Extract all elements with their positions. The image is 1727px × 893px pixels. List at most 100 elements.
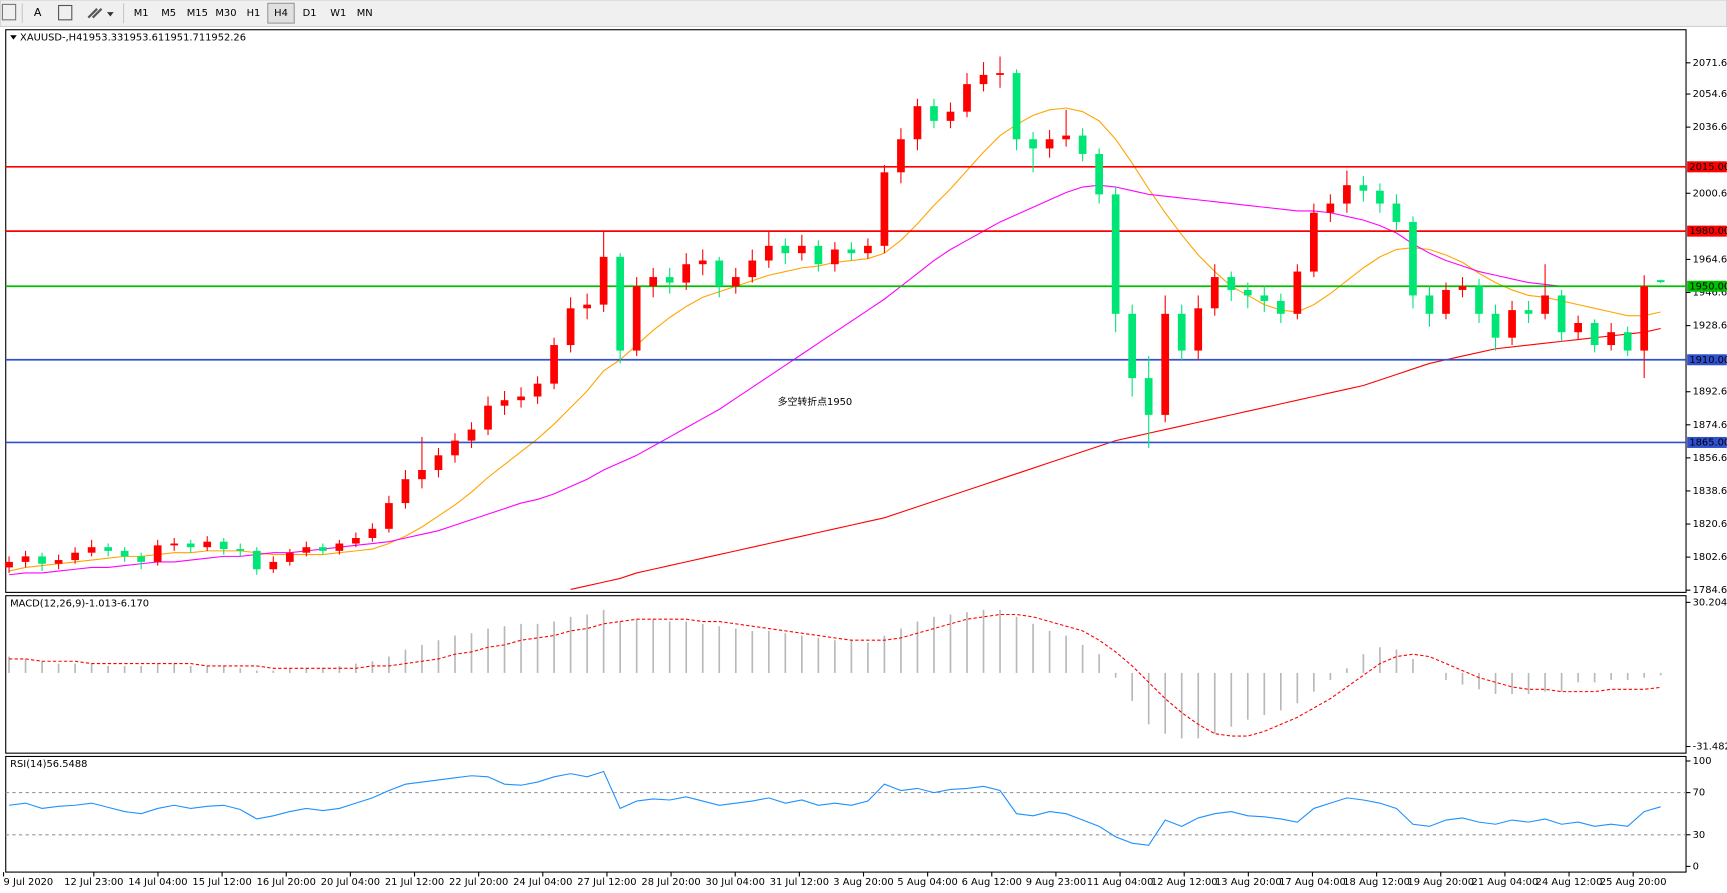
menu-icon[interactable] — [1, 3, 17, 21]
dropdown[interactable] — [107, 12, 114, 17]
x-tick-label: 16 Jul 20:00 — [257, 877, 316, 888]
y-tick-label: 2054.60 — [1693, 89, 1727, 100]
level-label: 1910.00 — [1689, 355, 1727, 366]
timeframe-button[interactable]: MN — [357, 8, 373, 19]
candle-body — [880, 172, 889, 246]
candle-body — [1574, 323, 1582, 333]
level-label: 2015.00 — [1689, 162, 1727, 173]
candle-body — [1161, 313, 1170, 415]
chart-header: XAUUSD-,H41953.331953.611951.711952.26 — [20, 32, 246, 43]
signal-value: -6.170 — [117, 598, 149, 609]
candle-body — [599, 256, 608, 305]
candle-body — [963, 84, 971, 112]
candle-body — [748, 260, 757, 278]
candle-body — [1045, 139, 1054, 149]
candle-body — [665, 277, 674, 283]
y-tick-label: 1928.60 — [1693, 321, 1727, 332]
y-tick-label: 1802.60 — [1693, 552, 1727, 563]
candle-body — [1310, 212, 1318, 272]
indicator-name: MACD(12,26,9) — [10, 598, 85, 609]
y-tick-label: 2036.60 — [1693, 122, 1727, 133]
candle-body — [946, 111, 955, 121]
level-tag — [1687, 436, 1727, 448]
y-tick-label: -31.482 — [1693, 742, 1727, 753]
timeframe-button[interactable]: H4 — [274, 8, 288, 19]
candle-body — [203, 541, 212, 548]
candle-body — [236, 549, 245, 551]
candle-body — [1392, 203, 1401, 222]
candle-body — [153, 545, 162, 562]
candle-body — [302, 547, 311, 553]
x-tick-label: 22 Jul 20:00 — [449, 877, 508, 888]
timeframe-button[interactable]: M5 — [161, 8, 176, 19]
candle-body — [1491, 313, 1500, 338]
candle-body — [1111, 194, 1120, 314]
x-tick-label: 3 Aug 20:00 — [833, 877, 893, 888]
candle-body — [319, 547, 327, 551]
candle-body — [1442, 289, 1450, 314]
candle-body — [731, 277, 740, 287]
candle-body — [583, 304, 591, 309]
candle-body — [1029, 139, 1037, 149]
candle-body — [1260, 295, 1269, 301]
candle-body — [1343, 185, 1351, 204]
x-tick-label: 27 Jul 12:00 — [577, 877, 636, 888]
candle-body — [1656, 280, 1665, 283]
x-tick-label: 17 Aug 04:00 — [1279, 877, 1346, 888]
y-tick-label: 1856.60 — [1693, 453, 1727, 464]
level-tag — [1687, 225, 1727, 237]
timeframe-button[interactable]: D1 — [303, 8, 317, 19]
timeframe-button[interactable]: M1 — [134, 8, 149, 19]
candle-body — [1376, 190, 1384, 204]
candle-body — [1475, 286, 1483, 314]
candle-body — [170, 543, 179, 546]
candle-body — [335, 543, 344, 551]
y-tick-label: 0 — [1693, 861, 1699, 872]
level-label: 1950.00 — [1689, 281, 1727, 292]
candle-body — [698, 260, 707, 265]
candle-body — [1062, 135, 1070, 140]
candle-body — [996, 73, 1004, 75]
candle-body — [219, 541, 228, 550]
candle-body — [368, 528, 377, 539]
text-tool[interactable]: A — [34, 6, 42, 19]
x-tick-label: 20 Jul 04:00 — [321, 877, 380, 888]
timeframe-button[interactable]: M30 — [215, 8, 236, 19]
x-tick-label: 21 Jul 12:00 — [385, 877, 444, 888]
label-tool[interactable] — [58, 4, 73, 21]
macd-panel — [5, 595, 1687, 754]
rsi-value: 56.5488 — [47, 759, 88, 770]
moving-average — [570, 327, 1661, 590]
chart-area: 2071.60 2054.60 2036.60 2000.60 1964.60 1946.… — [2, 29, 1727, 888]
candle-body — [54, 560, 63, 564]
x-tick-label: 30 Jul 04:00 — [706, 877, 765, 888]
x-tick-label: 6 Aug 12:00 — [962, 877, 1022, 888]
macd-header: MACD(12,26,9)-1.013-6.170 — [10, 598, 149, 609]
x-tick-label: 9 Jul 2020 — [4, 877, 54, 888]
candle-body — [649, 277, 658, 287]
candle-body — [1177, 313, 1186, 351]
candle-body — [1557, 295, 1566, 333]
timeframe-button[interactable]: M15 — [187, 8, 208, 19]
timeframe-button[interactable]: H1 — [247, 8, 261, 19]
rsi-line — [8, 770, 1661, 846]
level-label: 1980.00 — [1689, 226, 1727, 237]
candle-body — [451, 440, 459, 456]
candle-body — [87, 547, 96, 553]
shapes-tool[interactable] — [87, 8, 103, 19]
x-tick-label: 19 Aug 20:00 — [1407, 877, 1474, 888]
candle-body — [71, 552, 79, 561]
candle-body — [1276, 300, 1285, 314]
candle-body — [5, 561, 13, 568]
ohlc-value: 1952.26 — [205, 32, 246, 43]
y-tick-label: 30.204 — [1693, 597, 1727, 608]
level-tag — [1687, 354, 1727, 366]
candle-body — [1210, 277, 1219, 309]
candle-body — [418, 470, 426, 480]
timeframe-button[interactable]: W1 — [330, 8, 346, 19]
x-tick-label: 31 Jul 12:00 — [770, 877, 829, 888]
y-tick-label: 1964.60 — [1693, 254, 1727, 265]
candle-body — [847, 249, 856, 254]
x-tick-label: 12 Aug 12:00 — [1151, 877, 1218, 888]
